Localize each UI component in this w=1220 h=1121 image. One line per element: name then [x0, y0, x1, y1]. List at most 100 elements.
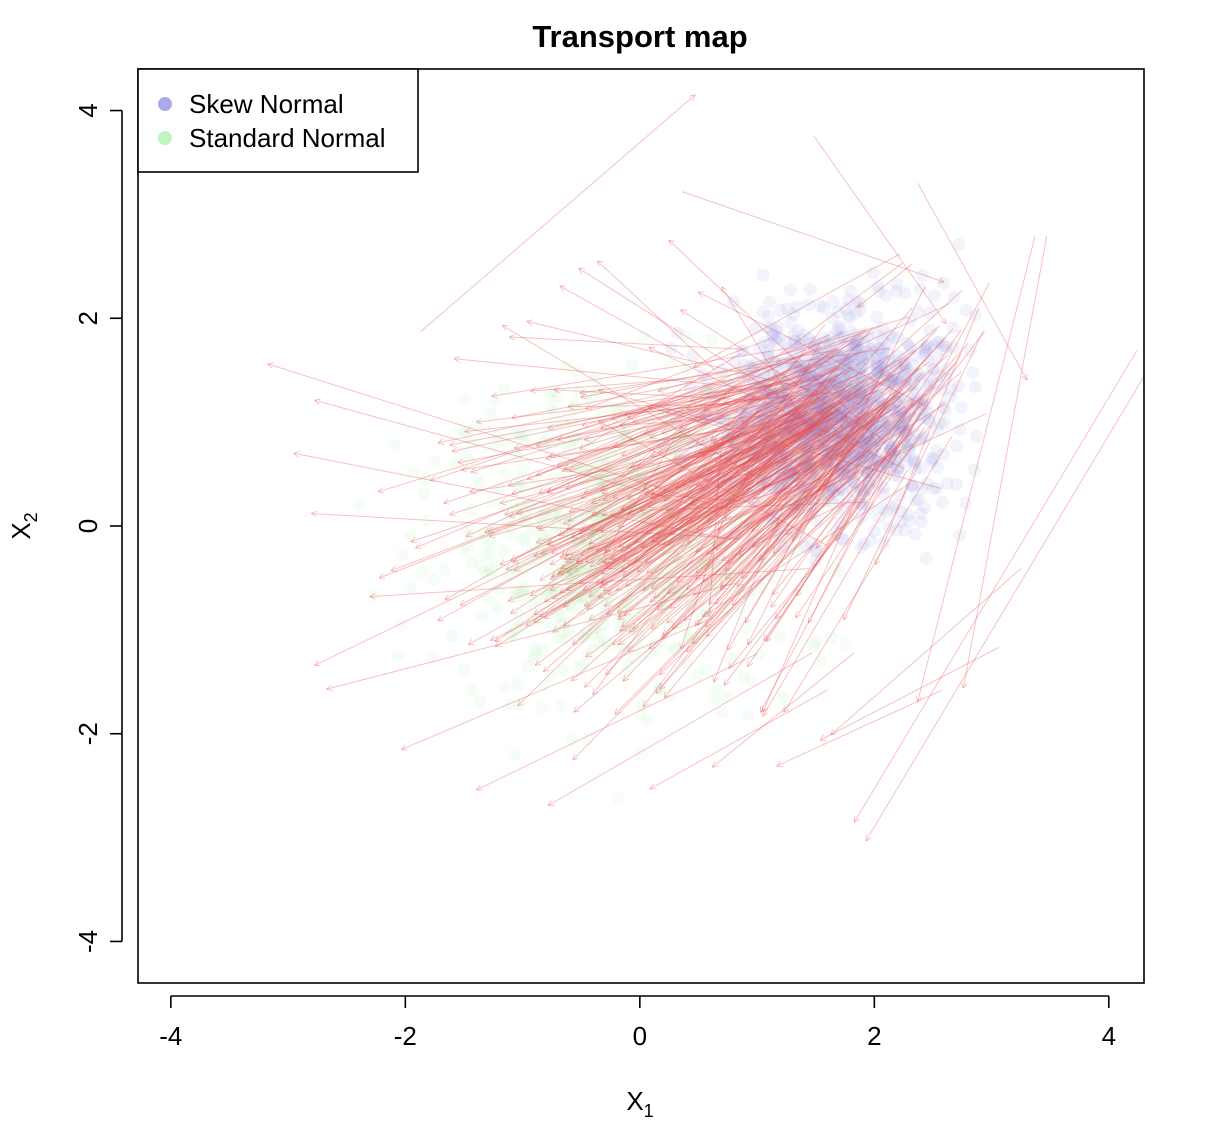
skew-normal-point	[802, 428, 816, 442]
skew-normal-point	[817, 438, 831, 452]
skew-normal-point	[805, 494, 819, 508]
transport-arrow	[402, 616, 714, 749]
transport-arrow	[717, 413, 986, 539]
transport-arrow	[844, 330, 984, 620]
skew-normal-point	[762, 337, 776, 351]
skew-normal-point	[752, 373, 766, 387]
standard-normal-point	[616, 431, 630, 445]
standard-normal-point	[677, 431, 691, 445]
skew-normal-point	[905, 480, 919, 493]
skew-normal-point	[837, 386, 851, 400]
skew-normal-point	[799, 447, 813, 461]
skew-normal-point	[892, 394, 906, 408]
transport-arrow	[596, 415, 847, 584]
skew-normal-point	[863, 412, 877, 426]
standard-normal-point	[407, 464, 420, 478]
skew-normal-point	[749, 382, 763, 396]
standard-normal-point	[573, 461, 587, 475]
skew-normal-point	[829, 417, 843, 431]
transport-arrow	[560, 286, 685, 357]
standard-normal-point	[571, 364, 585, 378]
skew-normal-point	[802, 402, 816, 416]
skew-normal-point	[785, 417, 799, 431]
skew-normal-point	[857, 449, 871, 463]
skew-normal-point	[798, 357, 812, 371]
standard-normal-point	[716, 705, 730, 719]
transport-arrow	[642, 408, 840, 548]
skew-normal-point	[853, 387, 867, 401]
skew-normal-point	[715, 468, 729, 482]
standard-normal-point	[653, 521, 667, 535]
skew-normal-point	[925, 452, 939, 465]
skew-normal-point	[776, 356, 790, 370]
skew-normal-point	[906, 480, 920, 493]
skew-normal-point	[867, 440, 881, 454]
skew-normal-point	[795, 436, 809, 450]
skew-normal-point	[877, 536, 891, 550]
skew-normal-point	[884, 441, 898, 455]
standard-normal-point	[720, 691, 734, 705]
skew-normal-point	[726, 465, 739, 479]
transport-arrow	[699, 292, 928, 408]
transport-arrow	[511, 398, 816, 560]
standard-normal-point	[650, 571, 664, 585]
transport-arrow	[772, 428, 907, 594]
standard-normal-point	[636, 510, 650, 524]
standard-normal-point	[736, 671, 750, 685]
skew-normal-point	[894, 410, 908, 424]
skew-normal-point	[912, 367, 926, 381]
skew-normal-point	[883, 354, 897, 368]
skew-normal-point	[795, 333, 809, 347]
skew-normal-point	[892, 419, 906, 433]
transport-arrow	[650, 689, 828, 789]
skew-normal-point	[771, 432, 785, 446]
standard-normal-point	[513, 619, 527, 633]
skew-normal-point	[804, 371, 818, 384]
skew-normal-point	[743, 390, 757, 404]
skew-normal-point	[898, 448, 912, 462]
skew-normal-point	[775, 470, 789, 484]
transport-arrow	[650, 367, 909, 498]
skew-normal-point	[870, 310, 884, 324]
skew-normal-point	[817, 419, 831, 433]
standard-normal-point	[566, 600, 580, 614]
standard-normal-point	[571, 591, 585, 605]
chart-title: Transport map	[532, 19, 747, 54]
skew-normal-point	[768, 355, 782, 369]
x-tick-label: 0	[633, 1021, 647, 1051]
skew-normal-point	[860, 405, 874, 419]
skew-normal-point	[765, 385, 779, 399]
skew-normal-point	[801, 404, 814, 418]
skew-normal-point	[798, 441, 812, 455]
transport-arrow	[619, 406, 771, 527]
standard-normal-point	[820, 490, 834, 504]
skew-normal-point	[797, 363, 811, 377]
skew-normal-point	[856, 355, 870, 369]
skew-normal-point	[854, 511, 868, 525]
transport-arrow	[681, 191, 944, 282]
skew-normal-point	[796, 410, 810, 424]
skew-normal-point	[831, 443, 845, 457]
skew-normal-point	[927, 452, 941, 465]
skew-normal-point	[811, 433, 825, 447]
standard-normal-point	[514, 431, 528, 445]
skew-normal-point	[872, 284, 886, 298]
skew-normal-point	[937, 276, 950, 290]
transport-arrow	[667, 396, 779, 413]
standard-normal-point	[839, 637, 853, 651]
skew-normal-point	[931, 335, 945, 349]
transport-arrow	[687, 357, 848, 523]
skew-normal-point	[845, 415, 859, 429]
skew-normal-point	[813, 363, 827, 377]
standard-normal-point	[764, 430, 778, 444]
skew-normal-point	[854, 374, 868, 388]
standard-normal-point	[470, 470, 484, 484]
standard-normal-point	[614, 479, 628, 492]
skew-normal-point	[878, 421, 892, 435]
transport-arrow	[580, 353, 741, 450]
standard-normal-point	[733, 553, 746, 567]
skew-normal-point	[794, 400, 807, 414]
skew-normal-point	[820, 394, 834, 408]
skew-normal-point	[876, 414, 889, 428]
skew-normal-point	[774, 471, 787, 485]
